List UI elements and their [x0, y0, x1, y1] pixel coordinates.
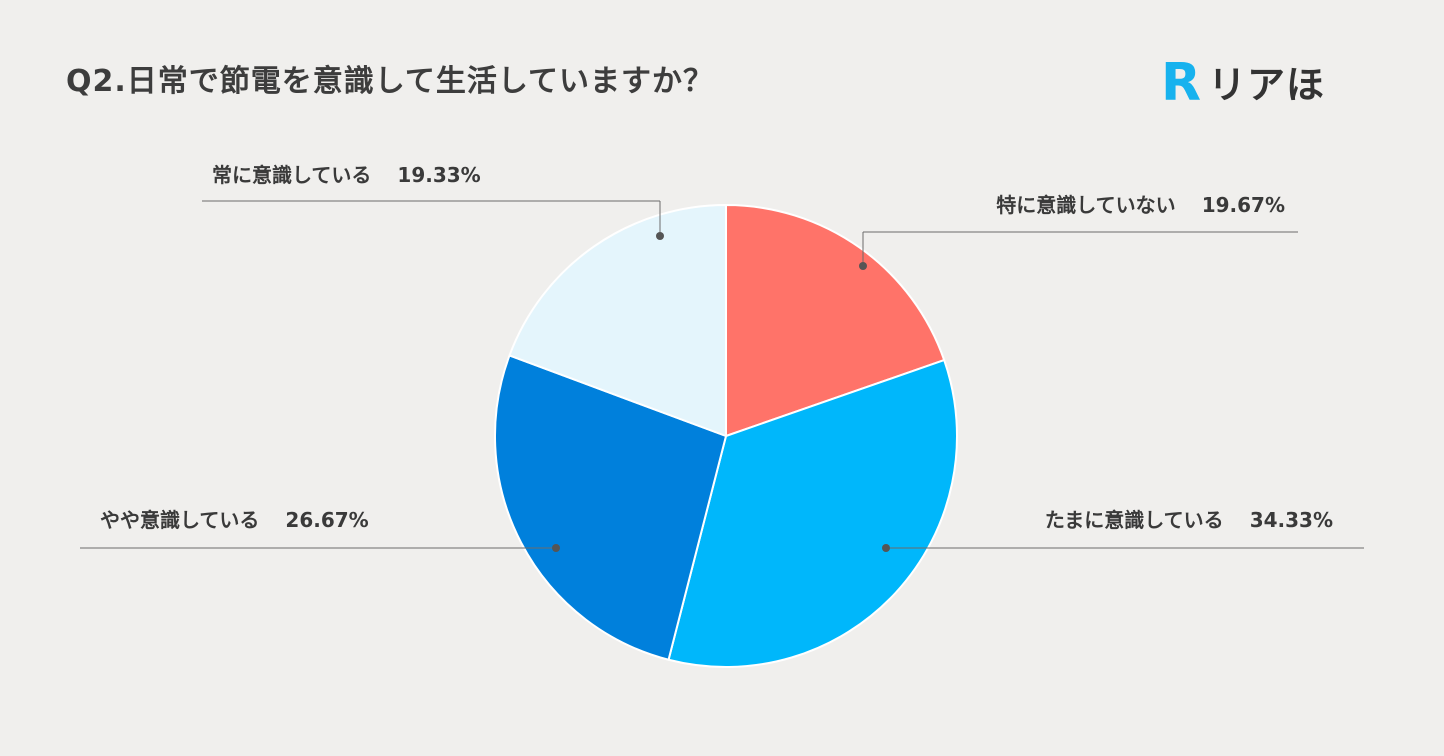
leader-dot-slice-3 — [552, 544, 560, 552]
brand-logo: R リアほ — [1158, 54, 1325, 108]
logo-text: リアほ — [1208, 62, 1326, 107]
logo-r-icon: R — [1161, 54, 1201, 108]
slice-category-label: 特に意識していない — [996, 193, 1175, 217]
data-label-slice-3: やや意識している 26.67% — [100, 508, 369, 532]
pie-slice-2 — [667, 359, 958, 668]
data-label-slice-2: たまに意識している 34.33% — [1045, 508, 1333, 532]
slice-percent-label: 19.33% — [397, 163, 480, 187]
pie-slice-4 — [508, 204, 727, 437]
slice-category-label: 常に意識している — [212, 163, 371, 187]
svg-text:R: R — [1161, 54, 1201, 108]
leader-dot-slice-1 — [859, 262, 867, 270]
slice-percent-label: 26.67% — [285, 508, 368, 532]
slice-percent-label: 34.33% — [1250, 508, 1333, 532]
slice-percent-label: 19.67% — [1202, 193, 1285, 217]
slice-category-label: たまに意識している — [1045, 508, 1224, 532]
leader-dot-slice-4 — [656, 232, 664, 240]
leader-dot-slice-2 — [882, 544, 890, 552]
slice-category-label: やや意識している — [100, 508, 259, 532]
data-label-slice-4: 常に意識している 19.33% — [212, 163, 481, 187]
chart-title: Q2.日常で節電を意識して生活していますか？ — [66, 64, 714, 99]
pie-slice-3 — [494, 354, 727, 661]
data-label-slice-1: 特に意識していない 19.67% — [996, 193, 1285, 217]
